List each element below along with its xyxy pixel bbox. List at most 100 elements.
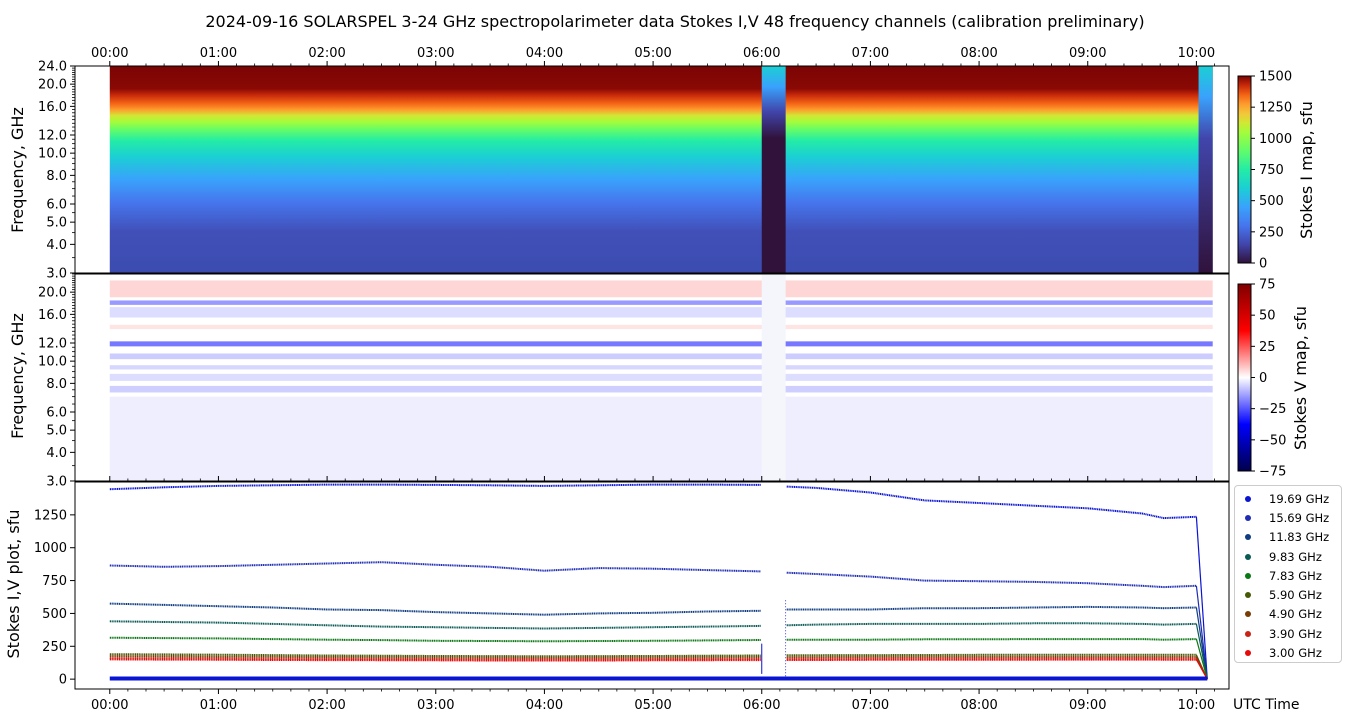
stokes-v-panel: 3.0 4.0 5.0 6.0 8.0 10.0 12.0 16.0 20.0 Frequenc… bbox=[8, 273, 1230, 490]
y-tick-label: 750 bbox=[42, 574, 67, 589]
y-tick-label: 6.0 bbox=[46, 198, 67, 213]
x-axis-label: UTC Time bbox=[1233, 697, 1299, 713]
stokes-i-panel: 3.0 4.0 5.0 6.0 8.0 10.0 12.0 16.0 20.0 24.0 00:0… bbox=[8, 46, 1230, 282]
x-tick-label: 05:00 bbox=[634, 698, 671, 713]
stokes-v-band bbox=[109, 396, 1213, 481]
stokes-v-y-ticks: 3.0 4.0 5.0 6.0 8.0 10.0 12.0 16.0 20.0 bbox=[38, 273, 75, 490]
x-tick-label: 05:00 bbox=[634, 46, 671, 61]
series-drop bbox=[1195, 659, 1208, 680]
colorbar-tick-label: −75 bbox=[1259, 465, 1286, 480]
y-tick-label: 4.0 bbox=[46, 446, 67, 461]
stokes-i-data-gap bbox=[761, 66, 786, 273]
series-line bbox=[786, 622, 1197, 627]
stokes-v-bands bbox=[109, 280, 1213, 481]
stokes-plot-series bbox=[109, 483, 1208, 681]
legend-item: 5.90 GHz bbox=[1235, 585, 1341, 604]
x-tick-label: 02:00 bbox=[308, 698, 345, 713]
x-tick-label: 01:00 bbox=[200, 698, 237, 713]
x-tick-label: 04:00 bbox=[526, 46, 563, 61]
y-tick-label: 12.0 bbox=[38, 129, 67, 144]
x-tick-label: 06:00 bbox=[743, 46, 780, 61]
legend-label: 15.69 GHz bbox=[1269, 510, 1330, 525]
stokes-v-x-ticks bbox=[109, 476, 1215, 481]
bottom-x-ticks: 00:00 01:00 02:00 03:00 04:00 05:00 06:00 07:00… bbox=[91, 689, 1215, 713]
y-tick-label: 16.0 bbox=[38, 100, 67, 115]
stokes-i-colorbar: 0 250 500 750 1000 1250 1500 Stokes I map, sfu bbox=[1237, 70, 1316, 272]
legend-marker bbox=[1245, 553, 1251, 560]
legend-marker bbox=[1245, 630, 1251, 637]
stokes-v-band bbox=[109, 385, 1213, 393]
stokes-plot-y-ticks: 0 250 500 750 1000 1250 bbox=[34, 508, 75, 688]
y-tick-label: 6.0 bbox=[46, 406, 67, 421]
legend-marker bbox=[1245, 611, 1251, 618]
series-line bbox=[109, 636, 761, 643]
x-tick-label: 08:00 bbox=[960, 46, 997, 61]
x-tick-label: 01:00 bbox=[200, 46, 237, 61]
series-line bbox=[786, 653, 1197, 657]
y-tick-label: 10.0 bbox=[38, 147, 67, 162]
y-tick-label: 8.0 bbox=[46, 169, 67, 184]
series-line bbox=[109, 561, 761, 573]
x-tick-label: 09:00 bbox=[1069, 46, 1106, 61]
y-tick-label: 0 bbox=[59, 673, 67, 688]
y-tick-label: 20.0 bbox=[38, 78, 67, 93]
y-tick-label: 16.0 bbox=[38, 308, 67, 323]
legend-label: 5.90 GHz bbox=[1269, 588, 1322, 603]
stokes-v-band bbox=[109, 324, 1213, 330]
stokes-v-band bbox=[109, 373, 1213, 381]
legend-item: 3.00 GHz bbox=[1235, 643, 1341, 662]
stokes-i-ylabel: Frequency, GHz bbox=[8, 107, 27, 233]
stokes-plot-ylabel: Stokes I,V plot, sfu bbox=[4, 510, 23, 659]
x-tick-label: 03:00 bbox=[417, 46, 454, 61]
stokes-v-band bbox=[109, 341, 1213, 347]
legend: 19.69 GHz 15.69 GHz 11.83 GHz 9.83 GHz 7.83 … bbox=[1234, 485, 1342, 663]
legend-marker bbox=[1245, 534, 1251, 541]
x-tick-label: 10:00 bbox=[1178, 46, 1215, 61]
y-tick-label: 3.0 bbox=[46, 267, 67, 282]
y-tick-label: 4.0 bbox=[46, 238, 67, 253]
stokes-v-band bbox=[109, 365, 1213, 370]
legend-label: 19.69 GHz bbox=[1269, 491, 1330, 506]
series-line bbox=[109, 655, 761, 659]
legend-marker bbox=[1245, 572, 1251, 579]
colorbar-tick-label: 1500 bbox=[1259, 70, 1292, 85]
series-line bbox=[109, 602, 761, 616]
legend-label: 3.00 GHz bbox=[1269, 646, 1322, 661]
series-line bbox=[786, 605, 1197, 611]
stokes-v-colorbar-label: Stokes V map, sfu bbox=[1291, 306, 1310, 450]
legend-label: 11.83 GHz bbox=[1269, 530, 1330, 545]
legend-marker bbox=[1245, 514, 1251, 521]
y-tick-label: 5.0 bbox=[46, 424, 67, 439]
series-line bbox=[786, 571, 1197, 589]
x-tick-label: 10:00 bbox=[1178, 698, 1215, 713]
y-tick-label: 10.0 bbox=[38, 355, 67, 370]
stokes-i-colorbar-ticks: 0 250 500 750 1000 1250 1500 bbox=[1251, 70, 1292, 272]
x-tick-label: 02:00 bbox=[308, 46, 345, 61]
stokes-i-end-segment bbox=[1198, 66, 1213, 273]
series-drop bbox=[1195, 516, 1208, 680]
y-tick-label: 8.0 bbox=[46, 377, 67, 392]
series-line bbox=[786, 485, 1197, 520]
x-tick-label: 07:00 bbox=[852, 698, 889, 713]
stokes-v-band bbox=[109, 280, 1213, 298]
legend-item: 9.83 GHz bbox=[1235, 547, 1341, 566]
legend-item: 11.83 GHz bbox=[1235, 528, 1341, 547]
x-tick-label: 07:00 bbox=[852, 46, 889, 61]
stokes-v-data-gap bbox=[761, 274, 786, 481]
top-x-ticks: 00:00 01:00 02:00 03:00 04:00 05:00 06:00 07:00… bbox=[91, 46, 1215, 66]
stokes-v-band bbox=[109, 300, 1213, 305]
stokes-v-ylabel: Frequency, GHz bbox=[8, 313, 27, 439]
stokes-v-band bbox=[109, 307, 1213, 318]
y-tick-label: 500 bbox=[42, 607, 67, 622]
colorbar-tick-label: 250 bbox=[1259, 225, 1284, 240]
series-line bbox=[109, 653, 761, 658]
stokes-i-y-ticks: 3.0 4.0 5.0 6.0 8.0 10.0 12.0 16.0 20.0 24.0 bbox=[38, 60, 75, 282]
colorbar-tick-label: 750 bbox=[1259, 163, 1284, 178]
legend-label: 9.83 GHz bbox=[1269, 549, 1322, 564]
series-line bbox=[109, 483, 761, 491]
y-tick-label: 20.0 bbox=[38, 286, 67, 301]
series-line bbox=[109, 620, 761, 630]
x-tick-label: 08:00 bbox=[960, 698, 997, 713]
colorbar-tick-label: 50 bbox=[1259, 309, 1276, 324]
